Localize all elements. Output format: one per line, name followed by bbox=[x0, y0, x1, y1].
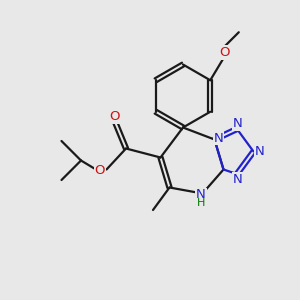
Text: O: O bbox=[95, 164, 105, 177]
Text: N: N bbox=[214, 131, 223, 145]
Text: N: N bbox=[196, 188, 206, 202]
Text: H: H bbox=[197, 198, 205, 208]
Text: N: N bbox=[255, 145, 264, 158]
Text: O: O bbox=[109, 110, 119, 123]
Text: N: N bbox=[233, 117, 242, 130]
Text: N: N bbox=[233, 173, 242, 186]
Text: O: O bbox=[219, 46, 230, 59]
